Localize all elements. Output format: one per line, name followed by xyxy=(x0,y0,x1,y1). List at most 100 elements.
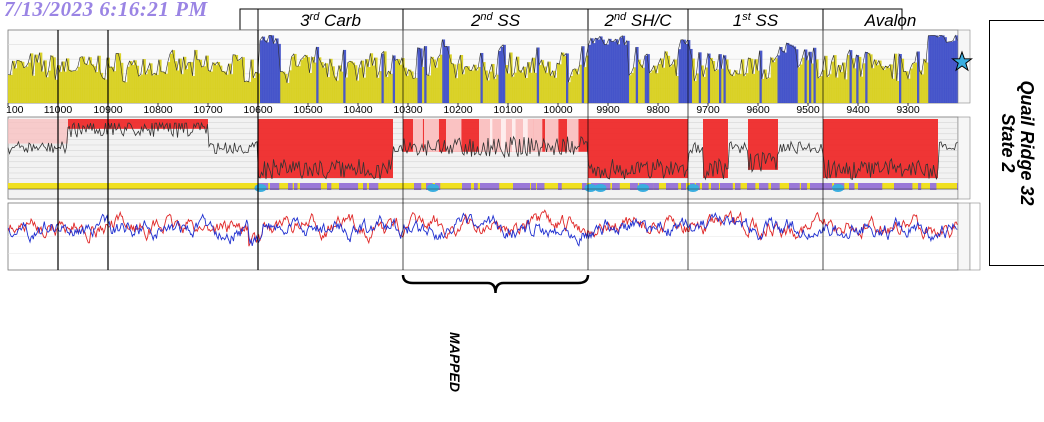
gr-fill-bar xyxy=(136,65,140,103)
gr-fill-bar xyxy=(44,60,47,103)
gr-fill-bar xyxy=(761,78,765,103)
gr-fill-bar xyxy=(298,66,302,103)
gr-fill-bar xyxy=(712,60,716,103)
gr-fill-bar xyxy=(476,70,479,103)
gr-fill-bar xyxy=(710,57,713,103)
gr-fill-bar xyxy=(446,46,450,103)
depth-tick-label: 9300 xyxy=(896,104,920,116)
gr-fill-bar xyxy=(543,66,547,103)
gr-fill-bar xyxy=(737,73,740,103)
gr-fill-bar xyxy=(845,79,848,103)
gr-fill-bar xyxy=(944,37,947,103)
gr-fill-bar xyxy=(397,59,401,103)
gr-fill-bar xyxy=(820,76,824,103)
gr-fill-bar xyxy=(8,74,11,103)
gr-fill-bar xyxy=(851,58,855,103)
gr-fill-bar xyxy=(433,59,437,103)
gr-fill-bar xyxy=(512,76,515,103)
gr-fill-bar xyxy=(847,55,851,103)
gr-fill-bar xyxy=(217,61,221,103)
gr-fill-bar xyxy=(503,44,506,103)
gr-fill-bar xyxy=(314,62,317,103)
porosity-fill xyxy=(522,183,528,190)
gr-fill-bar xyxy=(887,67,891,103)
gr-fill-bar xyxy=(775,58,779,103)
resistivity-fill xyxy=(68,119,208,129)
gr-fill-bar xyxy=(152,75,155,103)
porosity-marker xyxy=(427,184,439,192)
gr-fill-bar xyxy=(548,61,551,103)
gr-fill-bar xyxy=(80,57,83,103)
gr-fill-bar xyxy=(883,69,887,103)
gr-fill-bar xyxy=(829,74,833,103)
gr-fill-bar xyxy=(350,61,353,103)
porosity-fill xyxy=(606,183,610,190)
gr-fill-bar xyxy=(57,65,61,103)
gr-fill-bar xyxy=(797,67,801,103)
gr-fill-bar xyxy=(647,54,650,103)
gr-fill-bar xyxy=(311,57,315,103)
well-name-box: Quail Ridge 32 State 2 xyxy=(989,20,1044,266)
porosity-fill xyxy=(873,183,878,190)
resistivity-gap xyxy=(534,119,543,152)
gr-fill-bar xyxy=(111,66,115,103)
gr-fill-bar xyxy=(620,37,623,103)
gr-fill-bar xyxy=(660,58,664,103)
gr-fill-bar xyxy=(248,81,252,103)
porosity-fill xyxy=(354,183,359,190)
gr-fill-bar xyxy=(496,74,500,103)
gr-fill-bar xyxy=(12,60,16,103)
gr-fill-bar xyxy=(912,63,916,103)
gr-fill-bar xyxy=(935,35,938,103)
zone-label: 2nd SS xyxy=(470,11,521,30)
gr-fill-bar xyxy=(631,72,635,103)
gr-fill-bar xyxy=(221,71,225,103)
gr-fill-bar xyxy=(732,75,736,103)
porosity-marker xyxy=(254,184,267,192)
gr-fill-bar xyxy=(676,76,680,103)
resistivity-gap xyxy=(479,119,493,152)
gr-fill-bar xyxy=(179,58,182,103)
mapped-interval-brace xyxy=(401,274,590,294)
gr-fill-bar xyxy=(235,55,239,103)
gr-fill-bar xyxy=(174,61,178,103)
gr-fill-bar xyxy=(224,71,227,103)
gr-fill-bar xyxy=(53,57,56,103)
gr-fill-bar xyxy=(278,43,281,103)
gr-fill-bar xyxy=(82,56,86,103)
gr-fill-bar xyxy=(50,55,54,103)
gr-fill-bar xyxy=(723,55,727,103)
depth-tick-label: 10300 xyxy=(393,104,422,116)
gr-fill-bar xyxy=(689,48,693,103)
gr-fill-bar xyxy=(365,59,369,103)
gr-fill-bar xyxy=(125,82,128,103)
gr-fill-bar xyxy=(185,69,189,103)
gr-fill-bar xyxy=(786,42,790,103)
porosity-fill xyxy=(537,183,545,190)
gr-fill-bar xyxy=(748,57,752,103)
gr-fill-bar xyxy=(300,60,304,103)
gr-fill-bar xyxy=(491,63,495,103)
gr-fill-bar xyxy=(91,64,95,103)
porosity-fill xyxy=(513,183,521,190)
gr-fill-bar xyxy=(743,75,747,103)
gr-fill-bar xyxy=(730,74,734,103)
gr-fill-bar xyxy=(856,55,860,103)
gr-fill-bar xyxy=(469,70,473,103)
gr-fill-bar xyxy=(806,60,810,103)
gr-fill-bar xyxy=(638,59,641,103)
gr-fill-bar xyxy=(399,64,403,103)
gr-fill-bar xyxy=(161,71,164,103)
porosity-fill xyxy=(705,183,709,190)
sonic-curve-red xyxy=(7,209,958,247)
gr-fill-bar xyxy=(622,35,626,103)
gr-fill-bar xyxy=(579,64,583,103)
gr-fill-bar xyxy=(777,55,781,103)
gr-fill-bar xyxy=(480,52,484,103)
depth-tick-label: 9400 xyxy=(846,104,870,116)
gr-fill-bar xyxy=(516,56,520,103)
gr-fill-bar xyxy=(98,55,101,103)
gr-fill-bar xyxy=(116,53,119,103)
gr-fill-bar xyxy=(93,66,97,103)
porosity-fill xyxy=(483,183,490,190)
